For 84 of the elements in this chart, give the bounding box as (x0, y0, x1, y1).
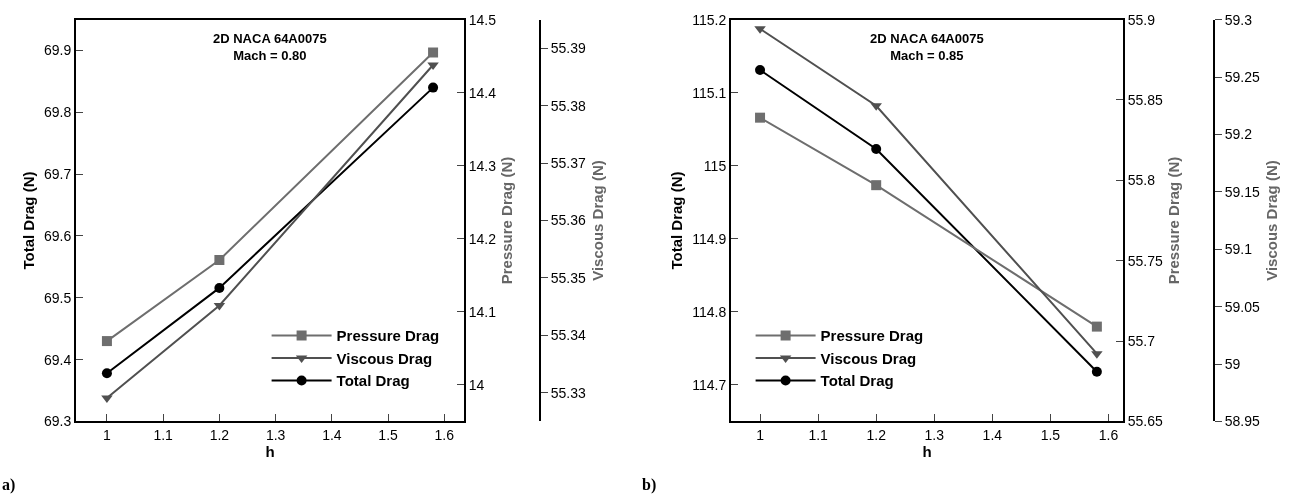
y3-tick-label: 55.38 (550, 97, 587, 114)
point (755, 112, 766, 123)
y2-tick-label: 14.5 (468, 11, 497, 28)
y-tick-label: 114.7 (692, 376, 727, 393)
legend-label: Total Drag (820, 372, 894, 390)
y2-axis-title: Pressure Drag (N) (1164, 156, 1182, 285)
text: 2D NACA 64A0075 Mach = 0.80 (213, 31, 327, 63)
y-tick-label: 69.8 (43, 104, 72, 121)
y2-tick-label: 55.85 (1127, 91, 1164, 108)
y3-tick-label: 59.15 (1224, 183, 1261, 200)
y3-axis-title: Viscous Drag (N) (588, 160, 606, 281)
x-tick-label: 1.5 (1040, 427, 1061, 444)
y-axis-title: Total Drag (N) (667, 171, 685, 270)
y3-tick-label: 59.25 (1224, 68, 1261, 85)
x-tick-label: 1 (756, 427, 765, 444)
y2-tick-label: 55.75 (1127, 252, 1164, 269)
y-tick-label: 69.4 (43, 351, 72, 368)
point (871, 143, 882, 154)
point (871, 180, 882, 191)
legend-label: Viscous Drag (820, 349, 917, 367)
legend-label: Pressure Drag (820, 327, 924, 345)
x-tick-label: 1.6 (1098, 427, 1119, 444)
y2-tick-label: 55.8 (1127, 172, 1156, 189)
x-tick-label: 1.4 (322, 427, 342, 444)
x-tick-label: 1.3 (924, 427, 945, 444)
y-tick-label: 69.5 (43, 289, 72, 306)
y3-tick-label: 55.39 (550, 40, 587, 57)
y3-tick-label: 55.37 (550, 155, 587, 172)
y2-tick-label: 14.1 (468, 303, 497, 320)
y-tick-label: 115 (703, 157, 727, 174)
y-tick-label: 69.3 (43, 413, 72, 430)
y2-tick-label: 14.4 (468, 84, 497, 101)
x-axis-title: h (922, 443, 932, 461)
y2-tick-label: 55.65 (1127, 413, 1164, 430)
y-axis-title: Total Drag (N) (19, 171, 37, 270)
point (101, 368, 112, 379)
y3-tick-label: 59.3 (1224, 11, 1253, 28)
point (428, 47, 439, 58)
text: a) (2, 476, 16, 494)
x-tick-label: 1.2 (209, 427, 230, 444)
point (1091, 366, 1102, 377)
y-tick-label: 115.2 (692, 11, 727, 28)
legend-label: Viscous Drag (336, 349, 433, 367)
y2-tick-label: 14 (468, 376, 485, 393)
y-tick-label: 115.1 (692, 84, 727, 101)
y2-tick-label: 55.9 (1127, 11, 1156, 28)
x-axis-title: h (265, 443, 275, 461)
x-tick-label: 1.2 (866, 427, 887, 444)
point (214, 254, 225, 265)
y2-axis-title: Pressure Drag (N) (497, 156, 515, 285)
y3-tick-label: 58.95 (1224, 413, 1261, 430)
y3-tick-label: 59 (1224, 355, 1241, 372)
legend-label: Total Drag (336, 372, 410, 390)
y2-tick-label: 14.2 (468, 230, 497, 247)
x-tick-label: 1.1 (808, 427, 829, 444)
point (428, 82, 439, 93)
legend-label: Pressure Drag (336, 327, 440, 345)
x-tick-label: 1.6 (434, 427, 455, 444)
point (1091, 321, 1102, 332)
y3-tick-label: 59.2 (1224, 126, 1253, 143)
y3-tick-label: 55.36 (550, 212, 587, 229)
x-tick-label: 1.5 (378, 427, 399, 444)
y-tick-label: 69.7 (43, 166, 72, 183)
y2-tick-label: 14.3 (468, 157, 497, 174)
y-tick-label: 69.9 (43, 42, 72, 59)
text: b) (642, 476, 657, 494)
y3-tick-label: 55.33 (550, 384, 587, 401)
y2-tick-label: 55.7 (1127, 332, 1156, 349)
y-tick-label: 114.8 (692, 303, 727, 320)
y-tick-label: 69.6 (43, 227, 72, 244)
y3-tick-label: 55.34 (550, 327, 587, 344)
y3-tick-label: 55.35 (550, 269, 587, 286)
x-tick-label: 1 (103, 427, 112, 444)
y-tick-label: 114.9 (692, 230, 727, 247)
point (214, 282, 225, 293)
y3-axis-title: Viscous Drag (N) (1262, 160, 1280, 281)
point (755, 65, 766, 76)
y3-tick-label: 59.05 (1224, 298, 1261, 315)
y3-tick-label: 59.1 (1224, 241, 1253, 258)
x-tick-label: 1.4 (982, 427, 1003, 444)
x-tick-label: 1.1 (153, 427, 174, 444)
text: 2D NACA 64A0075 Mach = 0.85 (870, 31, 984, 63)
point (101, 336, 112, 347)
x-tick-label: 1.3 (265, 427, 286, 444)
